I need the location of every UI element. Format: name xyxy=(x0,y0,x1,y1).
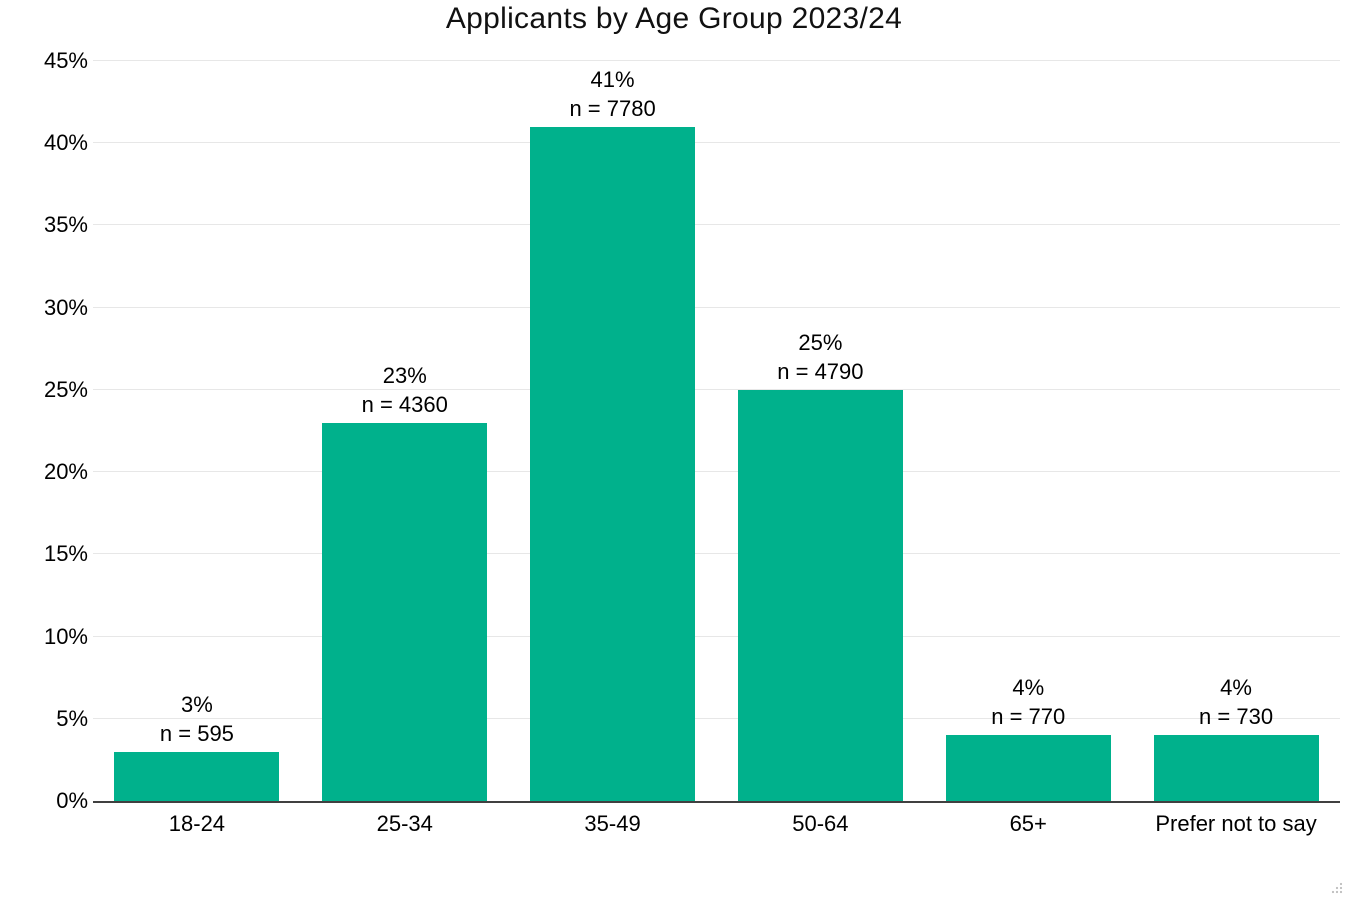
bar-count-label: n = 4790 xyxy=(777,358,864,384)
y-axis-tick-label: 25% xyxy=(43,376,88,402)
bar-data-label: 4% n = 770 xyxy=(924,673,1132,731)
columns: 3% n = 595 18-24 23% n = 4360 25-34 41% n = 778… xyxy=(93,61,1340,836)
bar[interactable] xyxy=(737,389,903,801)
resize-grip-icon[interactable] xyxy=(1330,881,1344,895)
x-axis-category-label: 25-34 xyxy=(301,801,509,839)
x-axis-line xyxy=(93,801,1340,803)
bar-count-label: n = 770 xyxy=(991,704,1066,730)
bar-data-label: 25% n = 4790 xyxy=(716,328,924,386)
y-axis-tick-label: 0% xyxy=(56,788,88,813)
bar[interactable] xyxy=(530,126,696,801)
chart-title: Applicants by Age Group 2023/24 xyxy=(445,2,903,35)
x-axis-category-label: 50-64 xyxy=(716,801,924,839)
x-axis-category-text: 18-24 xyxy=(168,811,226,836)
x-axis-category-text: 50-64 xyxy=(792,811,849,836)
gridline xyxy=(93,717,1340,719)
bar[interactable] xyxy=(945,735,1111,801)
gridline xyxy=(93,224,1340,226)
bar-percent-label: 4% xyxy=(1012,675,1045,701)
gridline xyxy=(93,635,1340,637)
category-column: 3% n = 595 18-24 xyxy=(93,61,301,836)
x-axis-category-text: Prefer not to say xyxy=(1155,811,1317,836)
category-column: 23% n = 4360 25-34 xyxy=(301,61,509,836)
category-column: 4% n = 770 65+ xyxy=(924,61,1132,836)
y-axis-tick-label: 10% xyxy=(43,623,88,649)
bar-count-label: n = 4360 xyxy=(361,391,448,417)
x-axis-category-label: 35-49 xyxy=(509,801,717,839)
x-axis-category-label: 18-24 xyxy=(93,801,301,839)
x-axis-category-text: 35-49 xyxy=(584,811,641,836)
y-axis-tick-label: 30% xyxy=(43,294,88,320)
bar-percent-label: 41% xyxy=(590,66,635,92)
x-axis-category-label: 65+ xyxy=(924,801,1132,839)
y-axis-tick-label: 5% xyxy=(56,705,88,731)
bar-data-label: 41% n = 7780 xyxy=(509,65,717,123)
x-axis-category-text: 65+ xyxy=(1009,811,1047,836)
bar-percent-label: 4% xyxy=(1220,675,1252,701)
bar-data-label: 23% n = 4360 xyxy=(301,361,509,419)
bar[interactable] xyxy=(114,751,280,801)
bar[interactable] xyxy=(322,422,488,801)
y-axis-tick-label: 20% xyxy=(43,459,88,485)
bar-count-label: n = 7780 xyxy=(569,95,656,121)
y-axis-tick-label: 15% xyxy=(43,541,88,567)
y-axis-tick-label: 40% xyxy=(43,130,88,156)
bar-count-label: n = 730 xyxy=(1199,704,1274,730)
plot-area: 0% 5% 10% 15% 20% 25% 30% 35% 40% 45% 3% n = 595 18… xyxy=(44,48,1340,836)
y-axis: 0% 5% 10% 15% 20% 25% 30% 35% 40% 45% xyxy=(0,48,88,813)
bar-percent-label: 3% xyxy=(181,691,213,717)
gridline xyxy=(93,142,1340,144)
category-column: 25% n = 4790 50-64 xyxy=(716,61,924,836)
x-axis-category-label: Prefer not to say xyxy=(1132,801,1340,839)
category-column: 4% n = 730 Prefer not to say xyxy=(1132,61,1340,836)
gridline xyxy=(93,306,1340,308)
bar-count-label: n = 595 xyxy=(159,720,234,746)
gridline xyxy=(93,60,1340,61)
category-column: 41% n = 7780 35-49 xyxy=(509,61,717,836)
bar-percent-label: 25% xyxy=(798,329,843,355)
gridline xyxy=(93,388,1340,390)
gridline xyxy=(93,471,1340,473)
bar-percent-label: 23% xyxy=(382,362,427,388)
y-axis-tick-label: 45% xyxy=(43,48,88,73)
bar-data-label: 3% n = 595 xyxy=(93,690,301,748)
y-axis-tick-label: 35% xyxy=(43,212,88,238)
bar[interactable] xyxy=(1153,735,1319,801)
gridline xyxy=(93,553,1340,555)
bar-data-label: 4% n = 730 xyxy=(1132,673,1340,731)
x-axis-category-text: 25-34 xyxy=(376,811,433,836)
